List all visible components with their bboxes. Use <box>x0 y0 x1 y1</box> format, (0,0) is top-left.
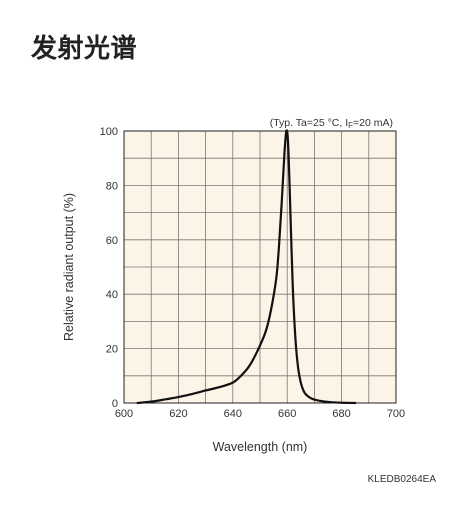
y-axis: 0 20 40 60 80 100 <box>100 126 118 410</box>
x-tick-label: 700 <box>387 408 405 420</box>
x-tick-label: 640 <box>224 408 242 420</box>
y-tick-label: 0 <box>112 398 118 410</box>
y-tick-label: 40 <box>106 289 118 301</box>
y-tick-label: 80 <box>106 180 118 192</box>
y-tick-label: 60 <box>106 235 118 247</box>
page-title: 发射光谱 <box>31 34 138 64</box>
grid-lines <box>124 131 396 403</box>
x-axis-title: Wavelength (nm) <box>213 440 308 454</box>
y-tick-label: 20 <box>106 344 118 356</box>
y-axis-title: Relative radiant output (%) <box>62 193 76 341</box>
document-code: KLEDB0264EA <box>367 474 436 485</box>
spectrum-curve <box>136 129 357 405</box>
y-tick-label: 100 <box>100 126 118 138</box>
x-tick-label: 660 <box>278 408 296 420</box>
x-tick-label: 680 <box>332 408 350 420</box>
plot-frame <box>123 130 397 404</box>
x-tick-label: 620 <box>169 408 187 420</box>
x-axis: 600 620 640 660 680 700 <box>115 408 405 420</box>
x-tick-label: 600 <box>115 408 133 420</box>
test-conditions: (Typ. Ta=25 °C, IF=20 mA) <box>270 117 393 130</box>
